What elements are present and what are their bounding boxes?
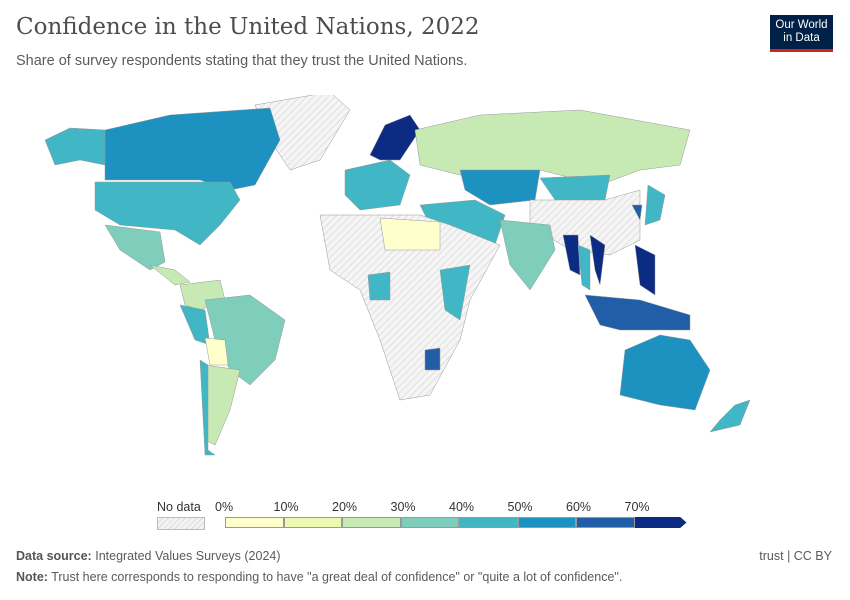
- country-alaska[interactable]: [44, 127, 106, 166]
- legend-no-data-swatch: [157, 517, 205, 530]
- country-canada[interactable]: [104, 107, 281, 191]
- country-vietnam[interactable]: [589, 234, 606, 286]
- country-korea[interactable]: [631, 204, 643, 221]
- country-japan[interactable]: [644, 184, 666, 226]
- country-mexico[interactable]: [104, 224, 166, 271]
- owid-logo[interactable]: Our World in Data: [770, 15, 833, 52]
- legend-tick: 40%: [449, 500, 475, 514]
- country-nigeria[interactable]: [367, 271, 391, 301]
- legend-tick: 70%: [624, 500, 650, 514]
- legend-tick: 30%: [390, 500, 416, 514]
- legend-tick: 0%: [215, 500, 234, 514]
- country-libya-egypt[interactable]: [379, 217, 441, 251]
- legend-tick: 10%: [273, 500, 299, 514]
- chart-title: Confidence in the United Nations, 2022: [16, 14, 480, 40]
- data-source: Data source: Integrated Values Surveys (…: [16, 549, 281, 563]
- country-argentina[interactable]: [204, 364, 241, 446]
- country-bolivia[interactable]: [204, 337, 229, 366]
- note: Note: Trust here corresponds to respondi…: [16, 570, 623, 584]
- legend-bin[interactable]: [283, 517, 342, 528]
- country-africa[interactable]: [319, 214, 501, 401]
- legend-tick: 20%: [332, 500, 358, 514]
- legend-bin[interactable]: [634, 517, 687, 528]
- legend-bin[interactable]: [576, 517, 635, 528]
- legend-tick: 50%: [507, 500, 533, 514]
- country-thailand[interactable]: [577, 244, 591, 291]
- country-central-america[interactable]: [149, 264, 191, 286]
- country-mongolia[interactable]: [539, 174, 611, 201]
- country-new-zealand[interactable]: [709, 399, 751, 433]
- country-myanmar[interactable]: [562, 234, 581, 276]
- source-link[interactable]: Integrated Values Surveys (2024): [95, 549, 281, 563]
- country-kenya-ethiopia[interactable]: [439, 264, 471, 321]
- license[interactable]: trust | CC BY: [759, 549, 832, 563]
- country-philippines[interactable]: [634, 244, 656, 296]
- legend-bin[interactable]: [459, 517, 518, 528]
- legend-bin[interactable]: [400, 517, 459, 528]
- chart-subtitle: Share of survey respondents stating that…: [16, 53, 468, 69]
- country-europe-west[interactable]: [344, 159, 411, 211]
- legend-bin[interactable]: [342, 517, 401, 528]
- country-chile[interactable]: [199, 359, 216, 456]
- country-usa[interactable]: [94, 181, 241, 246]
- country-australia[interactable]: [619, 334, 711, 411]
- country-russia[interactable]: [414, 109, 691, 186]
- country-kazakhstan[interactable]: [459, 169, 541, 206]
- country-indonesia[interactable]: [584, 294, 691, 331]
- legend-no-data-label: No data: [157, 500, 201, 514]
- legend-bin[interactable]: [225, 517, 284, 528]
- legend-bin[interactable]: [517, 517, 576, 528]
- world-map[interactable]: [0, 95, 850, 495]
- country-zimbabwe[interactable]: [424, 347, 441, 371]
- country-scandinavia[interactable]: [369, 114, 421, 161]
- country-india[interactable]: [499, 219, 556, 291]
- legend-tick: 60%: [566, 500, 592, 514]
